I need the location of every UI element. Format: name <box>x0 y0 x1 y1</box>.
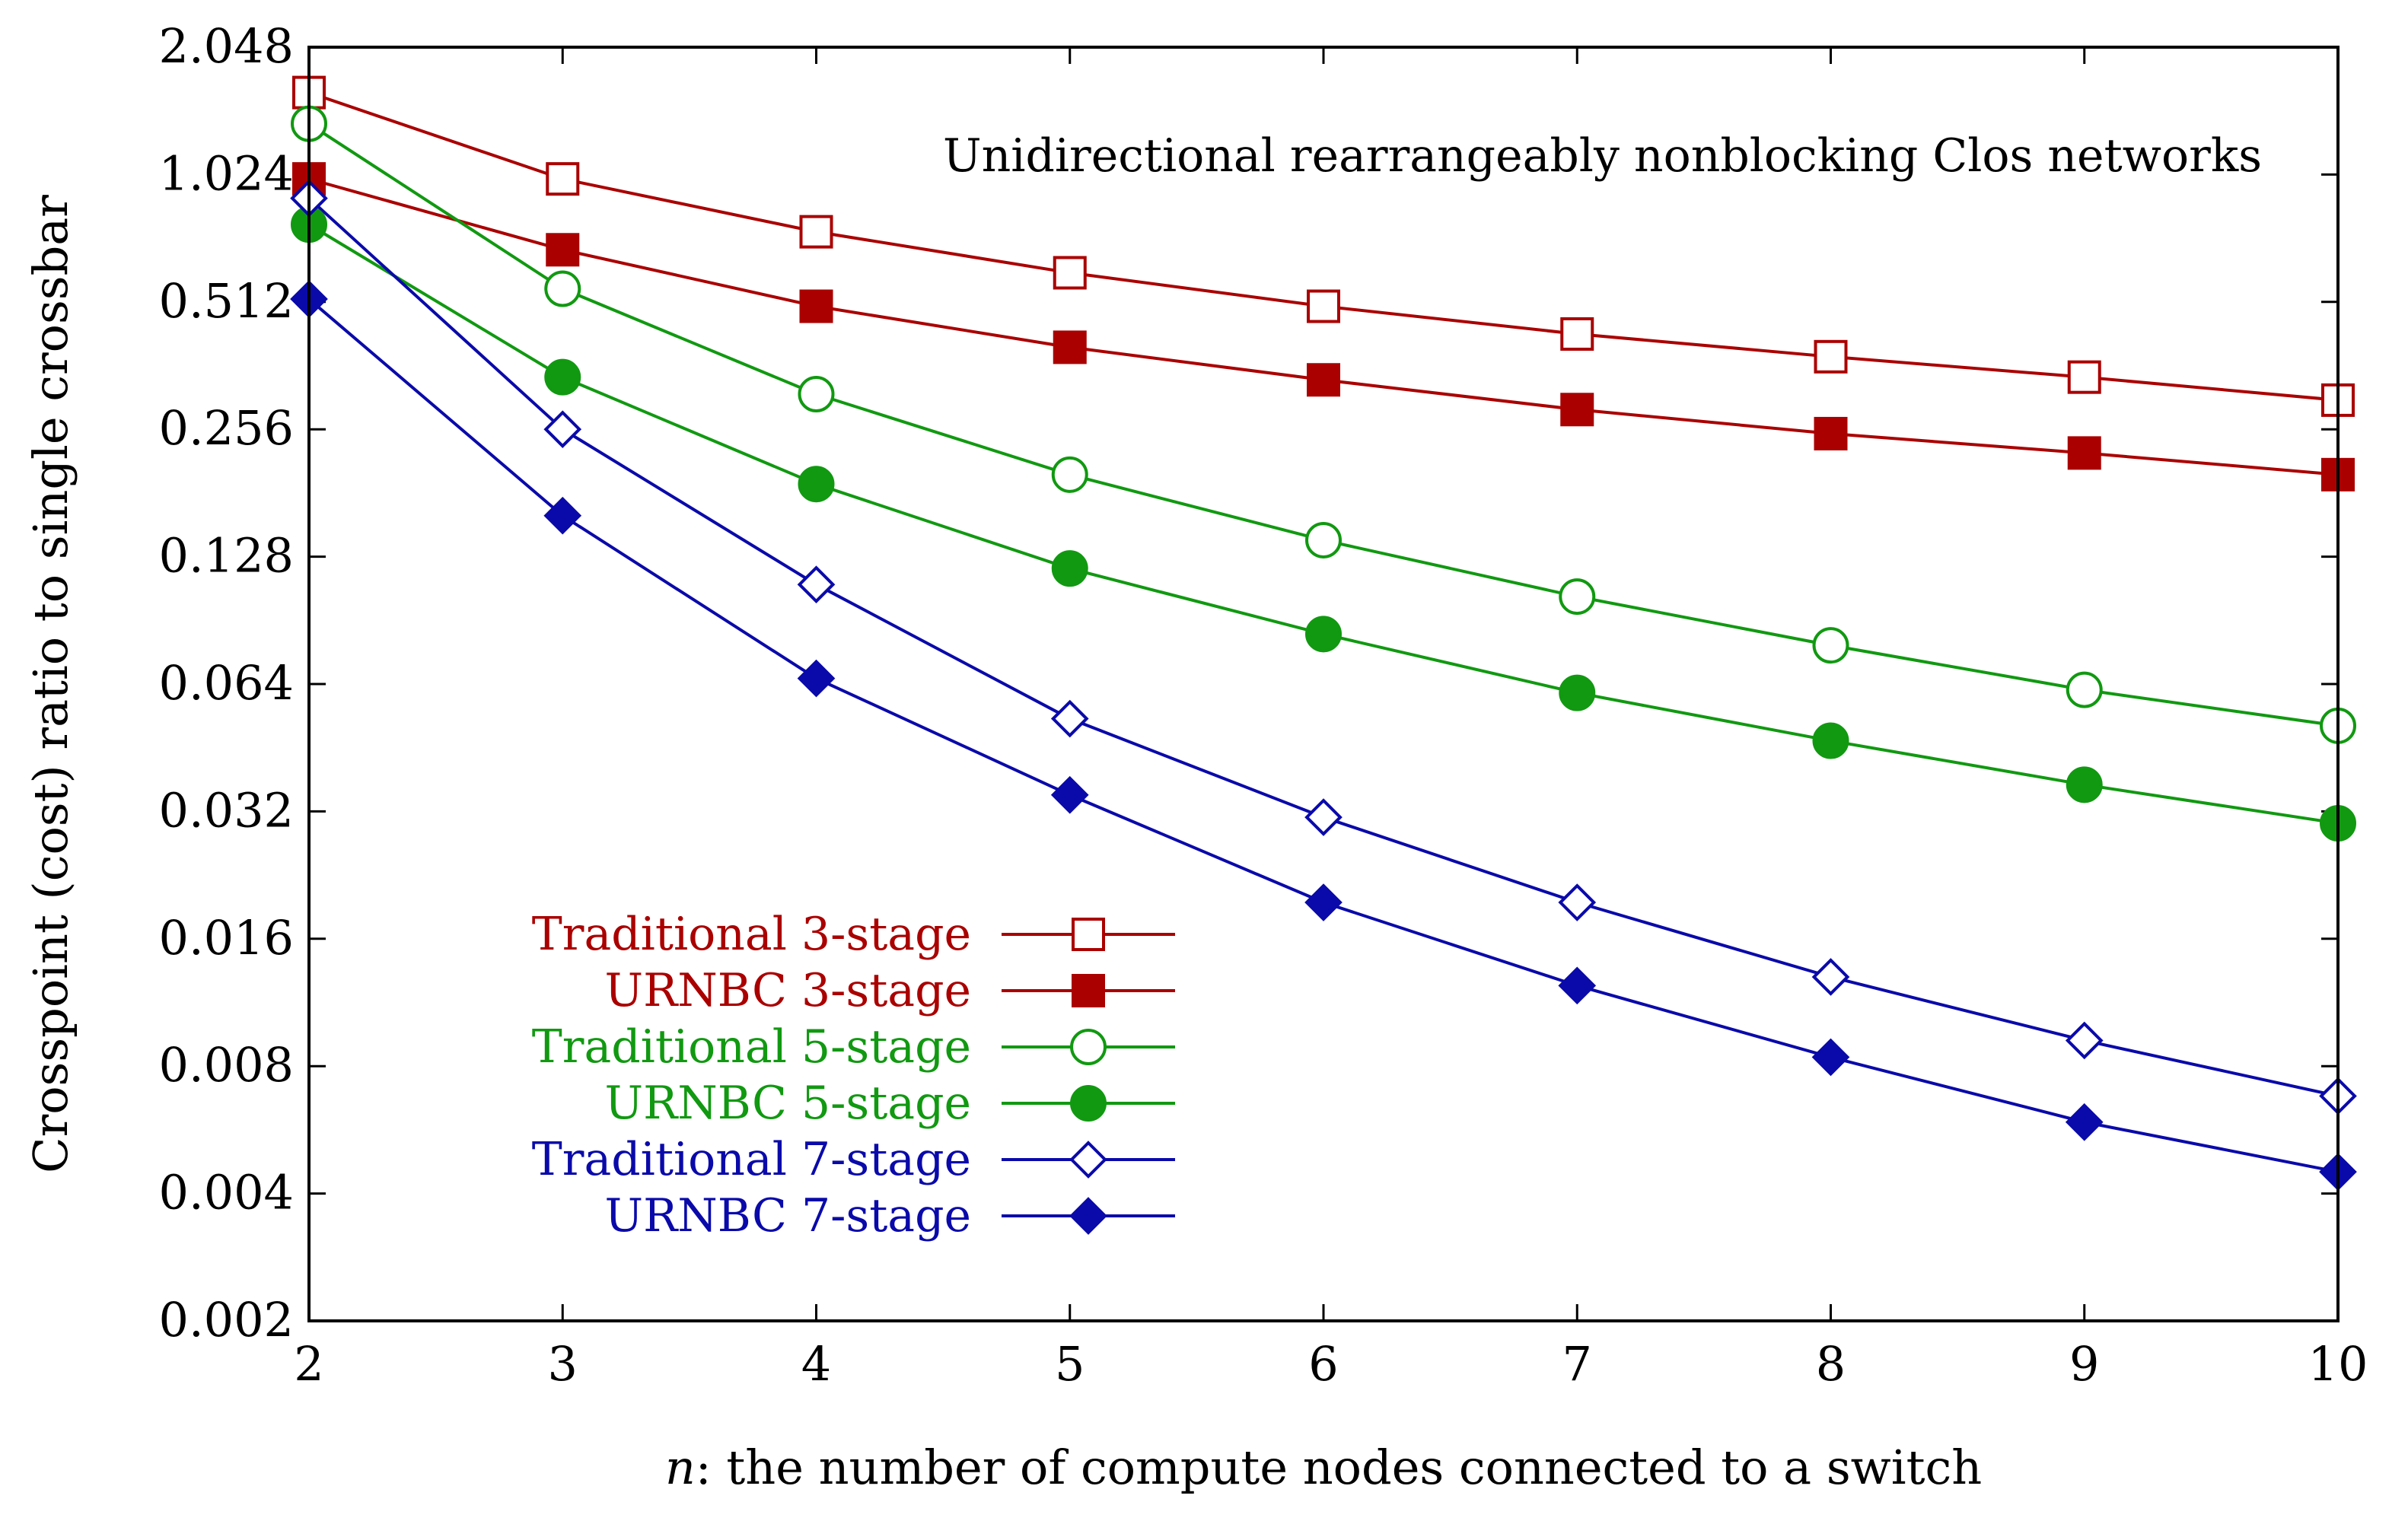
axis-ticks: 0.002 0.004 0.008 0.016 0.032 0.064 0.128 0.256… <box>159 18 2368 1392</box>
data-point-traditional-5-stage <box>1051 456 1088 493</box>
data-point-urnbc-3-stage <box>546 233 580 267</box>
x-axis-label: n: the number of compute nodes connected… <box>665 1440 1982 1495</box>
data-point-urnbc-5-stage <box>798 466 835 503</box>
y-tick-label: 2.048 <box>159 18 295 74</box>
data-point-traditional-3-stage <box>1814 339 1848 374</box>
y-tick-label: 1.024 <box>159 145 295 201</box>
legend-label-traditional-5-stage: Traditional 5-stage <box>532 1020 971 1074</box>
data-point-urnbc-7-stage <box>1050 775 1089 814</box>
y-axis-label: Crosspoint (cost) ratio to single crossb… <box>23 195 78 1173</box>
data-point-urnbc-7-stage <box>2065 1103 2104 1141</box>
data-point-urnbc-7-stage <box>797 659 836 698</box>
y-tick-label: 0.256 <box>159 400 295 456</box>
x-tick-label: 2 <box>294 1336 323 1392</box>
legend-marker-traditional-5-stage <box>1070 1029 1107 1065</box>
y-tick-label: 0.064 <box>159 655 295 711</box>
data-point-urnbc-7-stage <box>1304 883 1343 921</box>
data-point-urnbc-7-stage <box>1811 1038 1850 1077</box>
data-point-urnbc-3-stage <box>1560 393 1594 427</box>
legend-label-urnbc-7-stage: URNBC 7-stage <box>605 1189 971 1243</box>
x-tick-label: 6 <box>1308 1336 1338 1392</box>
legend-label-traditional-7-stage: Traditional 7-stage <box>532 1133 971 1186</box>
x-axis-variable: n <box>665 1440 696 1495</box>
data-point-traditional-7-stage <box>1811 958 1850 996</box>
data-point-urnbc-5-stage <box>544 358 581 396</box>
legend-marker-urnbc-3-stage <box>1072 974 1105 1007</box>
y-tick-label: 0.008 <box>159 1037 295 1093</box>
y-tick-label: 0.002 <box>159 1292 295 1348</box>
data-point-urnbc-5-stage <box>1051 550 1088 587</box>
y-tick-label: 0.004 <box>159 1165 295 1220</box>
y-tick-label: 0.032 <box>159 782 295 838</box>
data-point-traditional-5-stage <box>798 375 835 412</box>
legend-marker-traditional-7-stage <box>1069 1141 1107 1179</box>
data-point-urnbc-3-stage <box>1307 363 1340 397</box>
data-point-traditional-7-stage <box>797 565 836 604</box>
data-point-traditional-7-stage <box>1050 699 1089 738</box>
data-point-urnbc-7-stage <box>1558 966 1597 1005</box>
plot-frame <box>307 46 2340 1322</box>
x-tick-label: 8 <box>1816 1336 1846 1392</box>
data-point-urnbc-3-stage <box>2067 436 2101 470</box>
chart-title: Unidirectional rearrangeably nonblocking… <box>943 129 2262 183</box>
x-axis-label-text: : the number of compute nodes connected … <box>696 1440 1982 1495</box>
data-point-urnbc-3-stage <box>1814 416 1848 450</box>
y-tick-label: 0.016 <box>159 910 295 966</box>
x-tick-label: 3 <box>548 1336 578 1392</box>
legend-label-urnbc-3-stage: URNBC 3-stage <box>605 964 971 1017</box>
data-point-urnbc-7-stage <box>543 496 582 535</box>
data-point-traditional-5-stage <box>1559 578 1596 616</box>
x-tick-label: 10 <box>2308 1336 2368 1392</box>
data-point-traditional-7-stage <box>1304 798 1343 836</box>
legend-marker-urnbc-5-stage <box>1070 1085 1107 1122</box>
data-point-traditional-5-stage <box>2066 671 2103 708</box>
data-point-traditional-7-stage <box>1558 883 1597 921</box>
x-tick-label: 7 <box>1562 1336 1592 1392</box>
x-tick-label: 9 <box>2069 1336 2099 1392</box>
data-point-traditional-7-stage <box>543 410 582 449</box>
legend-marker-urnbc-7-stage <box>1069 1197 1107 1235</box>
data-point-urnbc-5-stage <box>1305 616 1342 653</box>
legend-marker-traditional-3-stage <box>1072 918 1105 951</box>
data-point-urnbc-3-stage <box>1053 330 1087 364</box>
data-point-traditional-3-stage <box>1307 289 1340 323</box>
legend-label-traditional-3-stage: Traditional 3-stage <box>532 908 971 961</box>
x-tick-label: 4 <box>801 1336 831 1392</box>
legend-label-urnbc-5-stage: URNBC 5-stage <box>605 1077 971 1130</box>
data-point-urnbc-3-stage <box>799 289 833 323</box>
data-point-traditional-3-stage <box>1560 317 1594 351</box>
data-point-traditional-3-stage <box>546 162 580 196</box>
data-point-urnbc-5-stage <box>1812 722 1849 759</box>
data-point-traditional-3-stage <box>2067 360 2101 394</box>
data-point-traditional-7-stage <box>2065 1021 2104 1060</box>
data-point-traditional-5-stage <box>1812 627 1849 664</box>
y-tick-label: 0.512 <box>159 273 295 329</box>
data-point-urnbc-5-stage <box>1559 674 1596 711</box>
series-markers <box>290 75 2357 1191</box>
data-point-traditional-5-stage <box>1305 521 1342 558</box>
x-tick-label: 5 <box>1055 1336 1085 1392</box>
data-point-traditional-5-stage <box>544 270 581 307</box>
y-tick-label: 0.128 <box>159 528 295 584</box>
data-point-traditional-3-stage <box>1053 256 1087 290</box>
data-point-urnbc-5-stage <box>2066 766 2103 803</box>
data-point-traditional-3-stage <box>799 215 833 249</box>
